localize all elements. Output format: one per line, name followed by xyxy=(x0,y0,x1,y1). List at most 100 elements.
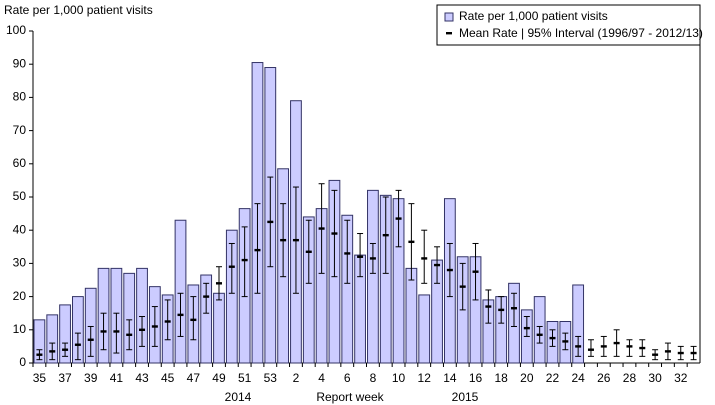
legend-label: Rate per 1,000 patient visits xyxy=(459,9,608,23)
x-tick-label: 22 xyxy=(546,371,560,385)
mean-marker xyxy=(421,257,428,260)
y-tick-label: 20 xyxy=(13,289,27,303)
mean-marker xyxy=(151,325,158,328)
x-tick-label: 12 xyxy=(418,371,432,385)
x-tick-label: 6 xyxy=(344,371,351,385)
bar xyxy=(46,314,59,364)
bar xyxy=(418,294,431,364)
mean-marker xyxy=(690,351,697,355)
mean-marker xyxy=(626,345,633,348)
mean-marker xyxy=(523,326,530,330)
mean-marker xyxy=(74,343,81,346)
x-tick-label: 24 xyxy=(571,371,585,385)
mean-marker xyxy=(664,350,671,353)
x-tick-label: 37 xyxy=(58,371,72,385)
mean-marker xyxy=(549,336,556,340)
bar xyxy=(123,272,136,364)
legend-label: Mean Rate | 95% Interval (1996/97 - 2012… xyxy=(459,26,703,40)
mean-marker xyxy=(49,350,56,353)
mean-marker xyxy=(408,240,415,244)
bar xyxy=(59,304,71,364)
x-tick-label: 35 xyxy=(33,371,47,385)
mean-marker xyxy=(228,265,235,268)
mean-marker xyxy=(36,353,43,356)
x-tick-label: 53 xyxy=(264,371,278,385)
x-tick-label: 28 xyxy=(623,371,637,385)
x-tick-label: 4 xyxy=(318,371,325,385)
mean-marker xyxy=(369,257,376,260)
mean-marker xyxy=(331,232,338,235)
mean-marker xyxy=(382,233,389,237)
y-tick-label: 50 xyxy=(13,189,27,203)
mean-marker xyxy=(177,313,184,317)
x-tick-label: 39 xyxy=(84,371,98,385)
bar xyxy=(136,267,148,364)
mean-marker xyxy=(485,305,492,308)
mean-marker xyxy=(613,341,620,345)
x-tick-label: 51 xyxy=(238,371,252,385)
bar xyxy=(405,267,418,364)
mean-marker xyxy=(62,348,69,351)
mean-marker xyxy=(267,220,274,224)
bar xyxy=(72,296,84,364)
mean-marker xyxy=(511,307,518,310)
bar xyxy=(572,284,585,364)
x-tick-label: 47 xyxy=(187,371,201,385)
x-tick-label: 2 xyxy=(293,371,300,385)
bar xyxy=(302,216,315,364)
bar xyxy=(84,287,97,364)
mean-marker xyxy=(164,320,171,323)
mean-marker xyxy=(126,333,133,336)
bar xyxy=(213,292,225,364)
mean-marker xyxy=(113,330,120,333)
year-label: 2014 xyxy=(225,390,252,404)
mean-marker xyxy=(434,263,441,267)
x-tick-label: 30 xyxy=(648,371,662,385)
mean-marker xyxy=(344,252,351,255)
mean-marker xyxy=(587,348,594,351)
mean-marker xyxy=(139,328,146,331)
x-tick-label: 14 xyxy=(443,371,457,385)
mean-marker xyxy=(292,238,299,242)
legend-box xyxy=(436,4,701,46)
x-tick-label: 49 xyxy=(212,371,226,385)
mean-marker xyxy=(459,285,466,288)
mean-marker xyxy=(446,268,453,272)
x-tick-label: 16 xyxy=(469,371,483,385)
bar xyxy=(367,189,379,364)
x-tick-label: 26 xyxy=(597,371,611,385)
mean-marker xyxy=(87,338,94,341)
bar xyxy=(200,274,213,364)
y-axis-label: Rate per 1,000 patient visits xyxy=(4,3,153,17)
x-tick-label: 45 xyxy=(161,371,175,385)
y-tick-label: 70 xyxy=(13,123,27,137)
mean-marker xyxy=(652,353,659,356)
mean-marker xyxy=(100,330,107,333)
mean-marker xyxy=(215,282,222,285)
mean-marker xyxy=(357,255,364,258)
bar xyxy=(379,194,392,364)
mean-marker xyxy=(280,238,287,242)
y-tick-label: 30 xyxy=(13,256,27,270)
bar xyxy=(33,319,46,364)
mean-marker xyxy=(536,333,543,336)
y-tick-label: 10 xyxy=(13,322,27,336)
x-tick-label: 10 xyxy=(392,371,406,385)
mean-marker xyxy=(639,346,646,350)
x-tick-label: 8 xyxy=(370,371,377,385)
mean-marker xyxy=(498,308,505,312)
legend-swatch xyxy=(446,32,452,35)
mean-marker xyxy=(241,258,248,262)
x-tick-label: 20 xyxy=(520,371,534,385)
bar xyxy=(341,214,354,364)
x-axis-label: Report week xyxy=(316,390,384,404)
mean-marker xyxy=(203,295,210,298)
x-tick-label: 18 xyxy=(495,371,509,385)
mean-marker xyxy=(190,318,197,322)
legend-swatch xyxy=(444,12,454,22)
mean-marker xyxy=(600,345,607,348)
bar xyxy=(174,219,187,364)
y-tick-label: 80 xyxy=(13,90,27,104)
